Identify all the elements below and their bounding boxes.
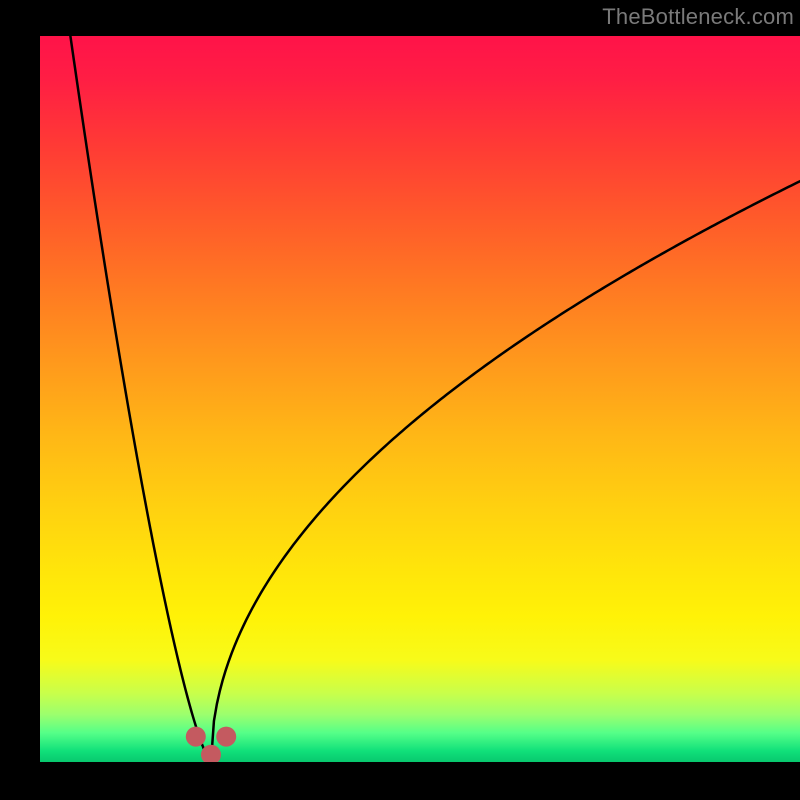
chart-container: TheBottleneck.com [0,0,800,800]
gradient-background [40,36,800,762]
cusp-dot [186,727,206,747]
plot-area [40,36,800,762]
watermark-text: TheBottleneck.com [602,4,794,30]
cusp-dot [216,727,236,747]
